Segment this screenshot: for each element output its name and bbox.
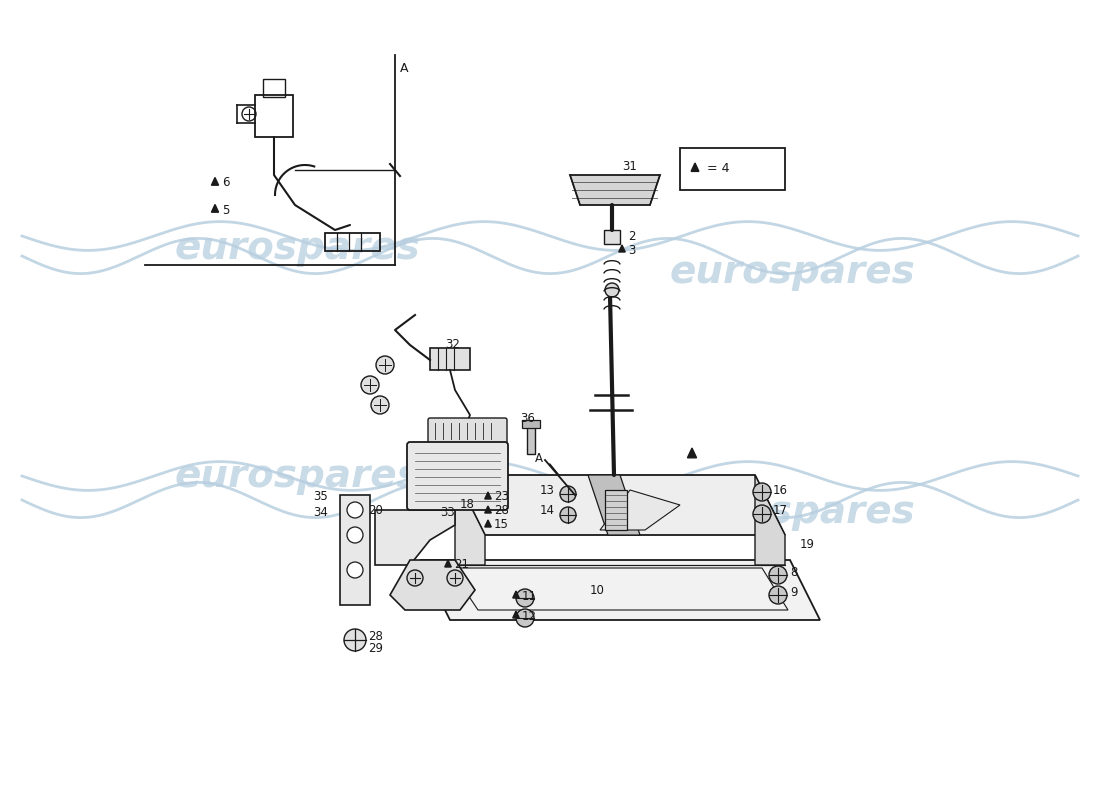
Text: A: A <box>535 451 543 465</box>
Text: 18: 18 <box>460 498 475 511</box>
Bar <box>604 230 620 244</box>
Text: 9: 9 <box>790 586 798 599</box>
Text: 3: 3 <box>628 243 636 257</box>
Text: 35: 35 <box>314 490 328 503</box>
Polygon shape <box>455 475 485 565</box>
Text: 6: 6 <box>222 177 230 190</box>
Circle shape <box>516 609 534 627</box>
Text: 36: 36 <box>520 411 535 425</box>
Polygon shape <box>375 510 455 565</box>
Text: 17: 17 <box>773 503 788 517</box>
Text: 15: 15 <box>494 518 509 531</box>
Text: A: A <box>400 62 408 74</box>
FancyBboxPatch shape <box>428 418 507 444</box>
Text: = 4: = 4 <box>703 162 729 175</box>
Polygon shape <box>600 490 680 530</box>
Text: eurospares: eurospares <box>669 253 915 291</box>
Text: 5: 5 <box>222 203 230 217</box>
Bar <box>605 490 627 530</box>
Text: 28: 28 <box>494 505 509 518</box>
Text: 16: 16 <box>773 483 788 497</box>
Bar <box>324 233 380 251</box>
Polygon shape <box>755 475 785 565</box>
Polygon shape <box>390 560 475 610</box>
Bar <box>522 420 540 428</box>
Circle shape <box>516 589 534 607</box>
Circle shape <box>560 507 576 523</box>
Circle shape <box>346 502 363 518</box>
Circle shape <box>346 527 363 543</box>
Text: 13: 13 <box>540 483 554 497</box>
Circle shape <box>769 566 786 584</box>
Polygon shape <box>485 506 492 513</box>
Polygon shape <box>485 492 492 499</box>
Polygon shape <box>688 448 696 458</box>
Bar <box>527 424 535 454</box>
Polygon shape <box>444 560 451 567</box>
Text: eurospares: eurospares <box>669 493 915 531</box>
Circle shape <box>769 586 786 604</box>
Polygon shape <box>211 178 219 186</box>
Bar <box>255 95 293 137</box>
Polygon shape <box>588 475 640 535</box>
Text: 20: 20 <box>368 503 383 517</box>
FancyBboxPatch shape <box>407 442 508 510</box>
Text: 10: 10 <box>590 583 605 597</box>
Text: 23: 23 <box>494 490 509 503</box>
Text: eurospares: eurospares <box>174 457 420 495</box>
Circle shape <box>407 570 424 586</box>
Circle shape <box>346 562 363 578</box>
Circle shape <box>754 483 771 501</box>
Polygon shape <box>513 591 519 598</box>
Text: 12: 12 <box>522 610 537 622</box>
Polygon shape <box>420 560 820 620</box>
Circle shape <box>344 629 366 651</box>
Text: 32: 32 <box>446 338 460 351</box>
Text: 14: 14 <box>540 503 556 517</box>
Polygon shape <box>455 475 785 535</box>
Polygon shape <box>691 163 698 171</box>
Circle shape <box>605 283 619 297</box>
Text: eurospares: eurospares <box>174 229 420 267</box>
Text: 34: 34 <box>314 506 328 518</box>
Text: 29: 29 <box>368 642 383 654</box>
Text: 31: 31 <box>621 161 637 174</box>
Bar <box>263 79 285 97</box>
Text: 19: 19 <box>800 538 815 551</box>
Text: 21: 21 <box>454 558 469 571</box>
Bar <box>340 495 370 605</box>
Polygon shape <box>211 205 219 212</box>
Circle shape <box>447 570 463 586</box>
Circle shape <box>376 356 394 374</box>
Circle shape <box>361 376 379 394</box>
Text: 8: 8 <box>790 566 798 579</box>
Text: 33: 33 <box>440 506 454 519</box>
Polygon shape <box>570 175 660 205</box>
Polygon shape <box>618 245 625 252</box>
Polygon shape <box>485 520 492 527</box>
Circle shape <box>560 486 576 502</box>
Text: 28: 28 <box>368 630 383 642</box>
Circle shape <box>754 505 771 523</box>
Bar <box>430 348 470 370</box>
Text: 11: 11 <box>522 590 537 602</box>
Polygon shape <box>513 611 519 618</box>
Text: 2: 2 <box>628 230 636 243</box>
Circle shape <box>371 396 389 414</box>
Bar <box>680 148 785 190</box>
